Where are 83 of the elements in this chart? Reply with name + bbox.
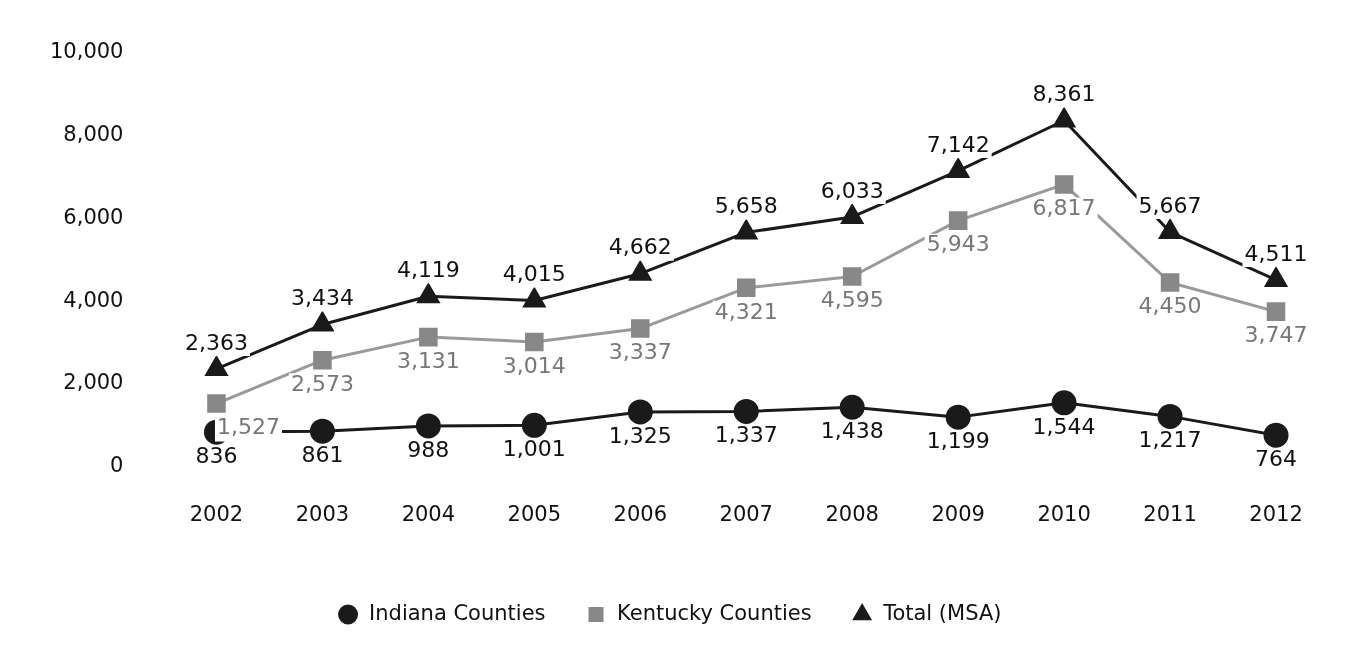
point xyxy=(415,413,441,439)
point xyxy=(1266,302,1286,321)
point xyxy=(1051,390,1077,416)
data-label: 1,199 xyxy=(926,427,990,453)
point xyxy=(1265,267,1288,287)
data-label: 4,321 xyxy=(714,298,778,324)
x-tick-label: 2002 xyxy=(189,501,244,526)
data-label: 1,325 xyxy=(608,422,672,448)
data-label: 4,511 xyxy=(1244,240,1308,266)
point xyxy=(523,288,546,308)
data-label: 4,450 xyxy=(1138,293,1202,319)
point xyxy=(1053,107,1076,128)
point xyxy=(839,394,865,420)
data-label: 5,658 xyxy=(714,193,778,219)
x-tick-label: 2005 xyxy=(507,501,562,526)
data-label: 2,573 xyxy=(290,370,354,396)
x-tick-label: 2011 xyxy=(1143,501,1197,526)
point xyxy=(945,404,971,430)
point xyxy=(627,399,653,425)
data-label: 3,747 xyxy=(1244,322,1308,348)
legend-label: Indiana Counties xyxy=(369,600,546,625)
data-label: 7,142 xyxy=(926,131,990,157)
data-label: 2,363 xyxy=(184,329,248,355)
data-label: 4,662 xyxy=(608,234,672,260)
point xyxy=(1159,219,1182,240)
point xyxy=(521,412,547,438)
point xyxy=(842,267,862,286)
point xyxy=(419,327,438,347)
data-label: 1,337 xyxy=(714,422,778,448)
point xyxy=(1160,273,1180,292)
data-label: 764 xyxy=(1255,445,1298,471)
point xyxy=(733,398,759,424)
data-label: 3,337 xyxy=(608,339,672,365)
data-label: 8,361 xyxy=(1032,81,1096,107)
y-tick-label: 10,000 xyxy=(50,39,124,64)
point xyxy=(309,418,335,444)
y-tick-label: 2,000 xyxy=(63,370,124,395)
data-label: 4,595 xyxy=(820,287,884,313)
point xyxy=(1157,403,1183,429)
legend-label: Total (MSA) xyxy=(882,600,1002,625)
x-tick-label: 2007 xyxy=(719,501,773,526)
point xyxy=(947,158,970,178)
data-label: 988 xyxy=(407,436,450,462)
data-label: 4,119 xyxy=(396,256,460,282)
point xyxy=(311,312,334,332)
x-tick-label: 2010 xyxy=(1037,501,1091,526)
data-label: 6,033 xyxy=(820,177,884,203)
legend-label: Kentucky Counties xyxy=(617,600,812,625)
y-tick-label: 8,000 xyxy=(63,121,124,146)
data-label: 3,131 xyxy=(396,347,460,373)
point xyxy=(736,278,756,298)
point xyxy=(841,204,864,224)
data-label: 1,001 xyxy=(502,436,566,462)
x-tick-label: 2008 xyxy=(825,501,879,526)
data-label: 836 xyxy=(195,442,238,468)
data-label: 1,217 xyxy=(1138,427,1202,453)
data-label: 6,817 xyxy=(1032,195,1096,221)
data-label: 4,015 xyxy=(502,261,566,287)
point xyxy=(525,332,544,352)
data-label: 1,544 xyxy=(1032,413,1096,439)
point xyxy=(207,394,226,413)
data-label: 1,438 xyxy=(820,417,884,443)
y-tick-label: 0 xyxy=(110,453,124,478)
point xyxy=(631,319,650,338)
data-label: 5,667 xyxy=(1138,192,1202,218)
x-tick-label: 2004 xyxy=(401,501,456,526)
point xyxy=(1263,422,1289,448)
data-label: 3,014 xyxy=(502,352,566,378)
x-tick-label: 2003 xyxy=(295,501,350,526)
y-tick-label: 6,000 xyxy=(63,204,124,229)
point xyxy=(313,350,332,370)
data-label: 861 xyxy=(301,441,344,467)
point xyxy=(948,211,968,230)
data-label: 5,943 xyxy=(926,231,990,257)
data-label: 1,527 xyxy=(216,414,280,440)
x-tick-label: 2012 xyxy=(1249,501,1303,526)
x-tick-label: 2009 xyxy=(931,501,985,526)
point xyxy=(629,261,652,281)
x-tick-label: 2006 xyxy=(613,501,668,526)
y-tick-label: 4,000 xyxy=(63,287,124,312)
data-label: 3,434 xyxy=(290,285,354,311)
point xyxy=(417,283,440,304)
point xyxy=(735,219,758,240)
